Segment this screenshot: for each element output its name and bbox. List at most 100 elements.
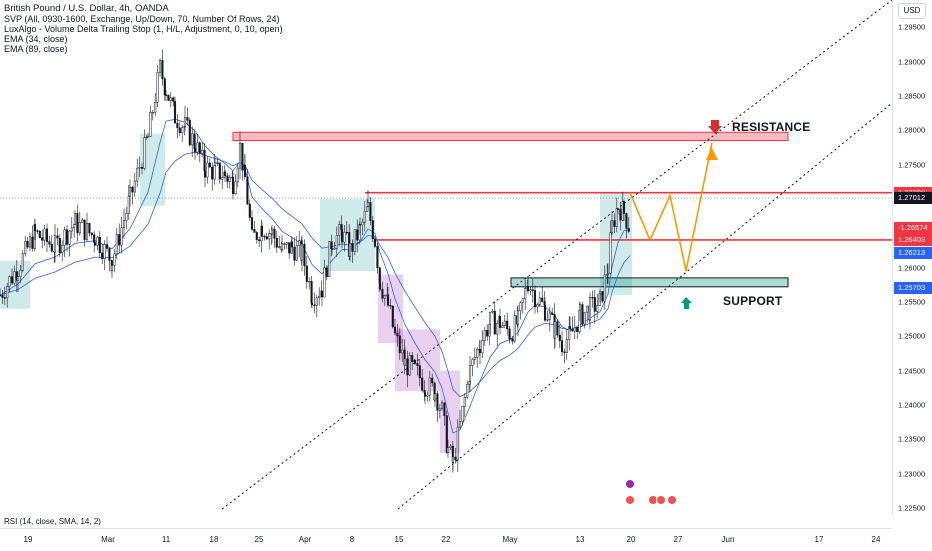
candle-body bbox=[598, 291, 602, 295]
candle-body bbox=[113, 253, 116, 266]
price-tick-label: 1.29000 bbox=[898, 57, 926, 67]
candle-body bbox=[213, 164, 216, 180]
candle-body bbox=[288, 242, 291, 254]
price-badge: 1.26213 bbox=[894, 246, 932, 259]
candle-body bbox=[278, 246, 281, 248]
candle-body bbox=[463, 397, 466, 407]
candle-body bbox=[622, 201, 626, 214]
candle-body bbox=[521, 298, 524, 303]
candle-body bbox=[33, 224, 37, 232]
candle-body bbox=[476, 348, 479, 358]
candle-body bbox=[90, 232, 93, 236]
candle-body bbox=[156, 72, 159, 103]
price-scale[interactable]: 1.29500 1.29000 1.28500 1.28000 1.27500 1.270… bbox=[892, 0, 932, 515]
economic-event-icon[interactable] bbox=[656, 495, 666, 505]
candle-body bbox=[524, 288, 527, 299]
candle-body bbox=[6, 285, 9, 299]
time-axis[interactable]: 19 Mar 11 18 25 Apr 8 15 22 May 13 20 27 Jun 17 24 bbox=[0, 528, 892, 551]
candle-body bbox=[196, 142, 199, 153]
candle-body bbox=[473, 357, 476, 360]
currency-button[interactable]: USD bbox=[898, 3, 926, 19]
candle-body bbox=[609, 232, 612, 274]
time-tick-label: 27 bbox=[673, 535, 683, 544]
ema-34-line bbox=[0, 118, 631, 434]
candle-body bbox=[551, 312, 554, 315]
candle-body bbox=[386, 294, 390, 306]
chart-legend: British Pound / U.S. Dollar, 4h, OANDA S… bbox=[4, 3, 283, 55]
candle-body bbox=[243, 164, 247, 177]
candle-body bbox=[0, 294, 2, 297]
symbol-title[interactable]: British Pound / U.S. Dollar, 4h, OANDA bbox=[4, 3, 169, 14]
candle-body bbox=[16, 276, 20, 281]
candle-body bbox=[43, 228, 46, 241]
candle-body bbox=[250, 217, 254, 230]
candle-body bbox=[353, 229, 356, 252]
candle-body bbox=[511, 338, 514, 342]
candle-body bbox=[140, 167, 144, 169]
candle-body bbox=[105, 244, 109, 249]
candle-body bbox=[625, 213, 628, 229]
candle-body bbox=[627, 228, 630, 232]
candle-body bbox=[63, 229, 66, 246]
candle-body bbox=[606, 273, 610, 275]
candle-body bbox=[491, 310, 494, 313]
candle-body bbox=[313, 304, 316, 306]
indicator-ema-34[interactable]: EMA (34, close) bbox=[4, 34, 68, 44]
price-chart[interactable] bbox=[0, 0, 892, 528]
candle-body bbox=[236, 167, 239, 183]
candle-body bbox=[588, 297, 592, 321]
candle-body bbox=[88, 222, 91, 234]
time-tick-label: Apr bbox=[298, 535, 312, 544]
candle-body bbox=[613, 220, 616, 227]
indicator-ema-89[interactable]: EMA (89, close) bbox=[4, 44, 68, 54]
candle-body bbox=[231, 176, 235, 194]
candle-body bbox=[351, 243, 354, 252]
candle-body bbox=[553, 321, 557, 339]
candle-body bbox=[440, 402, 444, 410]
candle-body bbox=[238, 143, 242, 169]
candle-body bbox=[323, 267, 326, 298]
projection-arrowhead bbox=[706, 148, 718, 160]
candle-body bbox=[493, 310, 496, 335]
candle-body bbox=[516, 310, 520, 325]
candle-body bbox=[411, 355, 414, 363]
support-zone bbox=[510, 277, 789, 288]
candle-body bbox=[403, 358, 407, 366]
candle-body bbox=[581, 304, 584, 325]
candle-body bbox=[413, 360, 417, 364]
price-tick-label: 1.29500 bbox=[898, 22, 926, 32]
candle-body bbox=[115, 234, 118, 255]
candle-body bbox=[221, 177, 224, 180]
price-badge: 1.27012 bbox=[894, 192, 932, 205]
candle-body bbox=[343, 231, 346, 243]
resistance-zone bbox=[232, 131, 789, 142]
indicator-svp[interactable]: SVP (All, 0930-1600, Exchange, Up/Down, … bbox=[4, 14, 280, 24]
candle-body bbox=[158, 60, 162, 73]
candle-body bbox=[93, 242, 97, 246]
price-tick-label: 1.26000 bbox=[898, 263, 926, 273]
candle-body bbox=[270, 228, 274, 235]
candle-body bbox=[501, 325, 504, 328]
rsi-indicator-label[interactable]: RSI (14, close, SMA, 14, 2) bbox=[4, 517, 101, 526]
dividend-event-icon[interactable] bbox=[625, 479, 635, 489]
candle-body bbox=[293, 246, 296, 261]
candle-body bbox=[381, 288, 384, 299]
candle-body bbox=[483, 330, 486, 341]
candle-body bbox=[253, 229, 256, 233]
candle-body bbox=[315, 297, 318, 306]
candle-body bbox=[167, 94, 170, 101]
candle-body bbox=[133, 180, 136, 193]
indicator-luxalgo[interactable]: LuxAlgo - Volume Delta Trailing Stop (1,… bbox=[4, 24, 283, 34]
candle-body bbox=[466, 384, 469, 398]
us-flag-event-icon[interactable] bbox=[625, 495, 635, 505]
candle-body bbox=[110, 265, 114, 271]
candle-body bbox=[548, 312, 551, 320]
candle-body bbox=[401, 349, 404, 354]
candle-body bbox=[619, 208, 622, 221]
candle-body bbox=[389, 305, 392, 307]
candle-body bbox=[558, 334, 561, 341]
candle-body bbox=[615, 208, 618, 227]
candle-body bbox=[73, 224, 76, 229]
economic-event-icon[interactable] bbox=[667, 495, 677, 505]
